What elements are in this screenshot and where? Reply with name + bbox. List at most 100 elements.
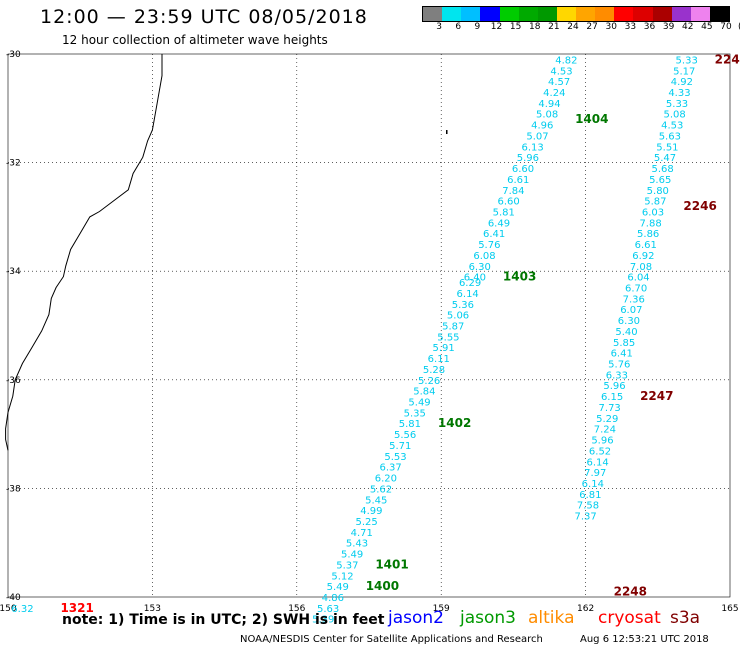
longitude-label: 159 — [433, 604, 450, 614]
wave-height-value: 5.87 — [644, 197, 666, 208]
wave-height-value: 5.91 — [432, 343, 454, 354]
color-scale-label: 45 — [701, 22, 713, 32]
footer-timestamp: Aug 6 12:53:21 UTC 2018 — [580, 634, 709, 645]
wave-height-value: 6.41 — [611, 349, 633, 360]
wave-height-value: 6.20 — [375, 474, 397, 485]
color-scale-label: 39 — [662, 22, 675, 32]
wave-height-value: 5.71 — [389, 441, 411, 452]
latitude-label: -32 — [6, 159, 21, 169]
wave-height-value: 5.63 — [317, 604, 339, 615]
wave-height-value: 5.86 — [637, 229, 659, 240]
wave-height-value: 7.88 — [639, 218, 661, 229]
color-swatch — [595, 7, 615, 21]
color-scale-label: 33 — [624, 22, 637, 32]
wave-height-value: 5.96 — [603, 381, 625, 392]
wave-height-value: 5.37 — [336, 560, 358, 571]
latitude-label: -34 — [6, 267, 21, 277]
pass-time-label: 1321 — [60, 601, 93, 615]
pass-time-label: 2248 — [614, 585, 647, 599]
wave-height-value: 5.33 — [676, 55, 698, 66]
color-scale-label: 12 — [490, 22, 503, 32]
pass-time-label: 2245 — [715, 52, 740, 66]
color-swatch — [652, 7, 672, 21]
longitude-label: 162 — [577, 604, 594, 614]
wave-height-value: 6.04 — [627, 273, 649, 284]
wave-height-value: 5.84 — [413, 387, 435, 398]
wave-height-value: 4.71 — [351, 528, 373, 539]
wave-height-value: 6.11 — [428, 354, 450, 365]
color-scale-label: 42 — [682, 22, 694, 32]
wave-height-value: 5.06 — [447, 311, 469, 322]
wave-height-value: 7.36 — [623, 294, 645, 305]
latitude-label: -36 — [6, 376, 21, 386]
color-swatch — [671, 7, 691, 21]
wave-height-value: 4.86 — [322, 593, 344, 604]
wave-height-value: 5.96 — [517, 153, 539, 164]
wave-height-value: 6.03 — [642, 207, 664, 218]
color-swatch — [556, 7, 576, 21]
color-swatch — [442, 7, 462, 21]
color-swatch — [614, 7, 634, 21]
wave-height-value: 5.65 — [649, 175, 671, 186]
wave-height-value: 5.40 — [615, 327, 637, 338]
wave-height-value: 6.37 — [380, 463, 402, 474]
wave-height-value: 5.36 — [452, 300, 474, 311]
color-swatch — [690, 7, 710, 21]
wave-height-value: 7.84 — [502, 186, 524, 197]
wave-height-value: 6.41 — [483, 229, 505, 240]
footer-note: note: 1) Time is in UTC; 2) SWH is in fe… — [62, 612, 385, 628]
wave-height-value: 6.40 — [464, 273, 486, 284]
wave-height-value: 4.99 — [360, 506, 382, 517]
wave-height-value: 5.29 — [596, 414, 618, 425]
legend-jason2: jason2 — [388, 608, 444, 628]
wave-height-value: 6.52 — [589, 446, 611, 457]
wave-height-value: 5.08 — [536, 110, 558, 121]
color-scale-label: 3 — [436, 22, 442, 32]
wave-height-value: 6.07 — [620, 305, 642, 316]
wave-height-value: 5.85 — [613, 338, 635, 349]
wave-height-value: 4.33 — [668, 88, 690, 99]
color-scale-label: 27 — [586, 22, 598, 32]
wave-height-value: 5.49 — [327, 582, 349, 593]
latitude-label: -30 — [6, 50, 21, 60]
wave-height-value: 5.12 — [331, 571, 353, 582]
color-swatch — [709, 7, 729, 21]
wave-height-value: 5.47 — [654, 153, 676, 164]
color-scale-bar — [422, 6, 730, 22]
wave-height-value: 6.60 — [512, 164, 534, 175]
wave-height-value: 6.49 — [488, 218, 510, 229]
wave-height-value: 6.32 — [11, 604, 33, 615]
wave-height-value: 5.81 — [399, 419, 421, 430]
pass-time-label: 1402 — [438, 416, 471, 430]
wave-height-value: 4.53 — [550, 66, 572, 77]
wave-height-value: 5.76 — [608, 360, 630, 371]
wave-height-value: 5.81 — [493, 207, 515, 218]
wave-height-value: 5.43 — [346, 539, 368, 550]
wave-height-value: 5.28 — [423, 365, 445, 376]
coastline — [5, 54, 163, 451]
color-swatch — [576, 7, 596, 21]
color-scale-label: 30 — [605, 22, 617, 32]
legend-altika: altika — [528, 608, 575, 628]
color-swatch — [480, 7, 500, 21]
map-frame — [7, 53, 731, 598]
color-scale-label: 21 — [548, 22, 560, 32]
color-scale-label: 70 — [720, 22, 732, 32]
latitude-label: -40 — [6, 593, 21, 603]
pass-time-label: 1401 — [375, 557, 408, 571]
longitude-label: 150 — [0, 604, 17, 614]
wave-height-value: 7.58 — [577, 501, 599, 512]
wave-height-value: 5.33 — [666, 99, 688, 110]
wave-height-value: 6.13 — [522, 142, 544, 153]
legend-s3a: s3a — [670, 608, 701, 628]
color-swatch — [423, 7, 443, 21]
wave-height-value: 6.14 — [587, 457, 609, 468]
longitude-label: 165 — [721, 604, 738, 614]
wave-height-value: 7.37 — [574, 512, 596, 523]
color-scale-unit: (ft) — [738, 22, 740, 32]
wave-height-value: 4.53 — [661, 121, 683, 132]
wave-height-value: 6.33 — [606, 370, 628, 381]
wave-height-value: 6.14 — [457, 289, 479, 300]
wave-height-value: 5.62 — [370, 484, 392, 495]
color-swatch — [633, 7, 653, 21]
